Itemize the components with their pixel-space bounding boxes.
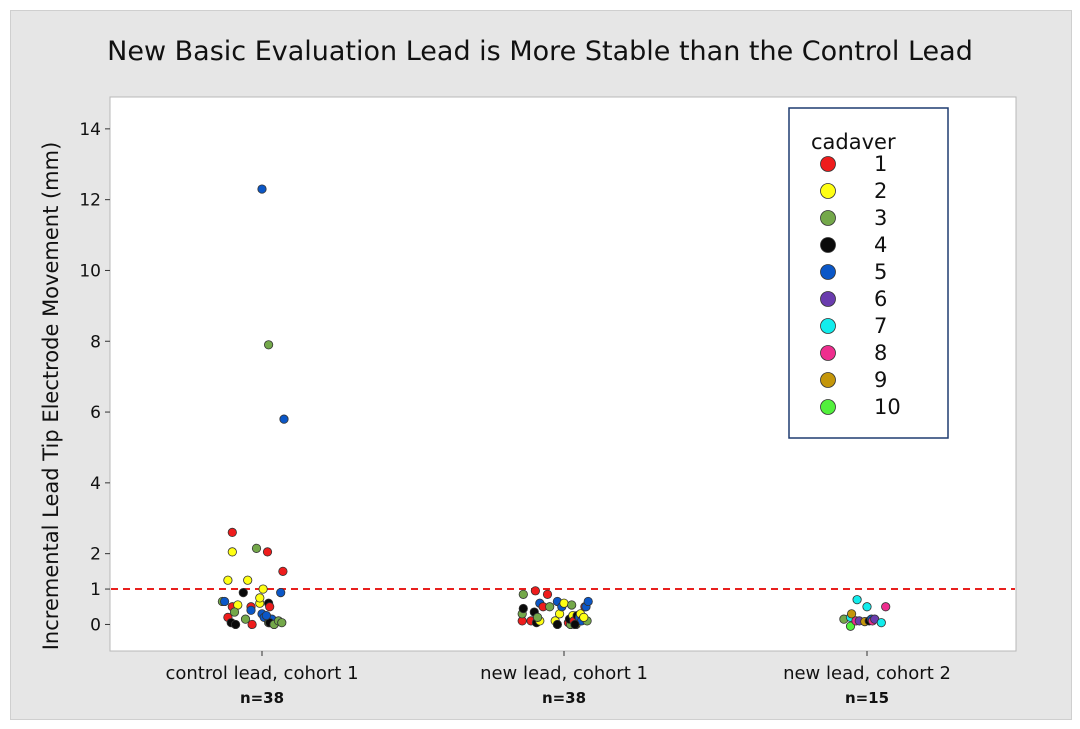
data-point [227, 547, 237, 557]
data-point [258, 584, 268, 594]
data-point [231, 619, 241, 630]
y-tick-label: 0 [90, 615, 101, 635]
data-point [277, 618, 287, 628]
data-point [246, 605, 256, 615]
data-point [845, 621, 856, 631]
legend-label: 10 [874, 395, 901, 419]
legend-marker [820, 237, 836, 253]
data-point [238, 587, 248, 598]
x-category-label: new lead, cohort 2 [783, 663, 951, 684]
data-point [255, 593, 265, 603]
data-point [247, 619, 257, 630]
chart-title: New Basic Evaluation Lead is More Stable… [107, 36, 973, 67]
legend-marker [820, 399, 836, 415]
legend-marker [820, 156, 836, 172]
data-point [251, 543, 262, 553]
data-point [278, 566, 288, 576]
data-point [257, 184, 267, 194]
legend-title: cadaver [811, 130, 896, 154]
data-point [229, 607, 240, 617]
legend-marker [820, 264, 836, 280]
data-point [567, 600, 577, 610]
legend-label: 4 [874, 233, 887, 257]
data-point [243, 575, 253, 585]
legend-label: 7 [874, 314, 887, 338]
legend-marker [820, 183, 836, 199]
data-point [881, 602, 891, 612]
legend-label: 6 [874, 287, 887, 311]
data-point [532, 612, 543, 622]
x-category-count: n=15 [845, 689, 889, 707]
y-tick-label: 10 [79, 261, 101, 281]
data-point [240, 614, 251, 624]
data-point [542, 589, 553, 599]
data-point [570, 619, 580, 630]
data-point [262, 547, 273, 557]
legend: cadaver 1 2 3 4 5 6 7 8 9 10 [788, 107, 949, 439]
data-point [261, 611, 271, 621]
x-category-label: new lead, cohort 1 [480, 663, 648, 684]
data-point [518, 589, 528, 599]
data-point [279, 414, 289, 424]
data-point [276, 587, 286, 598]
y-tick-label: 8 [90, 332, 101, 352]
data-point [876, 618, 886, 628]
y-axis-label: Incremental Lead Tip Electrode Movement … [39, 142, 63, 651]
data-point [263, 340, 274, 350]
data-point [559, 598, 569, 608]
y-tick-label: 14 [79, 120, 101, 140]
data-point [583, 596, 593, 607]
x-category-count: n=38 [542, 689, 586, 707]
data-point [545, 602, 555, 612]
legend-box [788, 107, 949, 439]
data-points [217, 184, 891, 631]
legend-marker [820, 318, 836, 334]
data-point [265, 602, 275, 612]
legend-label: 3 [874, 206, 887, 230]
legend-marker [820, 345, 836, 361]
x-category-label: control lead, cohort 1 [165, 663, 358, 684]
legend-label: 5 [874, 260, 887, 284]
data-point [227, 527, 237, 538]
y-tick-label: 2 [90, 545, 101, 565]
legend-marker [820, 210, 836, 226]
legend-marker [820, 372, 836, 388]
data-point [530, 586, 541, 596]
y-tick-label: 4 [90, 474, 101, 494]
data-point [220, 596, 230, 607]
x-category-count: n=38 [240, 689, 284, 707]
x-axis: control lead, cohort 1 n=38 new lead, coho… [165, 651, 951, 707]
y-tick-label: 6 [90, 403, 101, 423]
legend-label: 9 [874, 368, 887, 392]
data-point [852, 595, 862, 605]
data-point [579, 612, 589, 622]
y-tick-label: 12 [79, 191, 101, 211]
legend-marker [820, 291, 836, 307]
data-point [518, 603, 528, 614]
legend-label: 8 [874, 341, 887, 365]
y-tick-label: 1 [90, 580, 101, 600]
data-point [552, 619, 563, 630]
legend-label: 2 [874, 179, 887, 203]
data-point [223, 575, 233, 585]
data-point [862, 602, 872, 612]
data-point [846, 609, 857, 619]
legend-label: 1 [874, 152, 887, 176]
